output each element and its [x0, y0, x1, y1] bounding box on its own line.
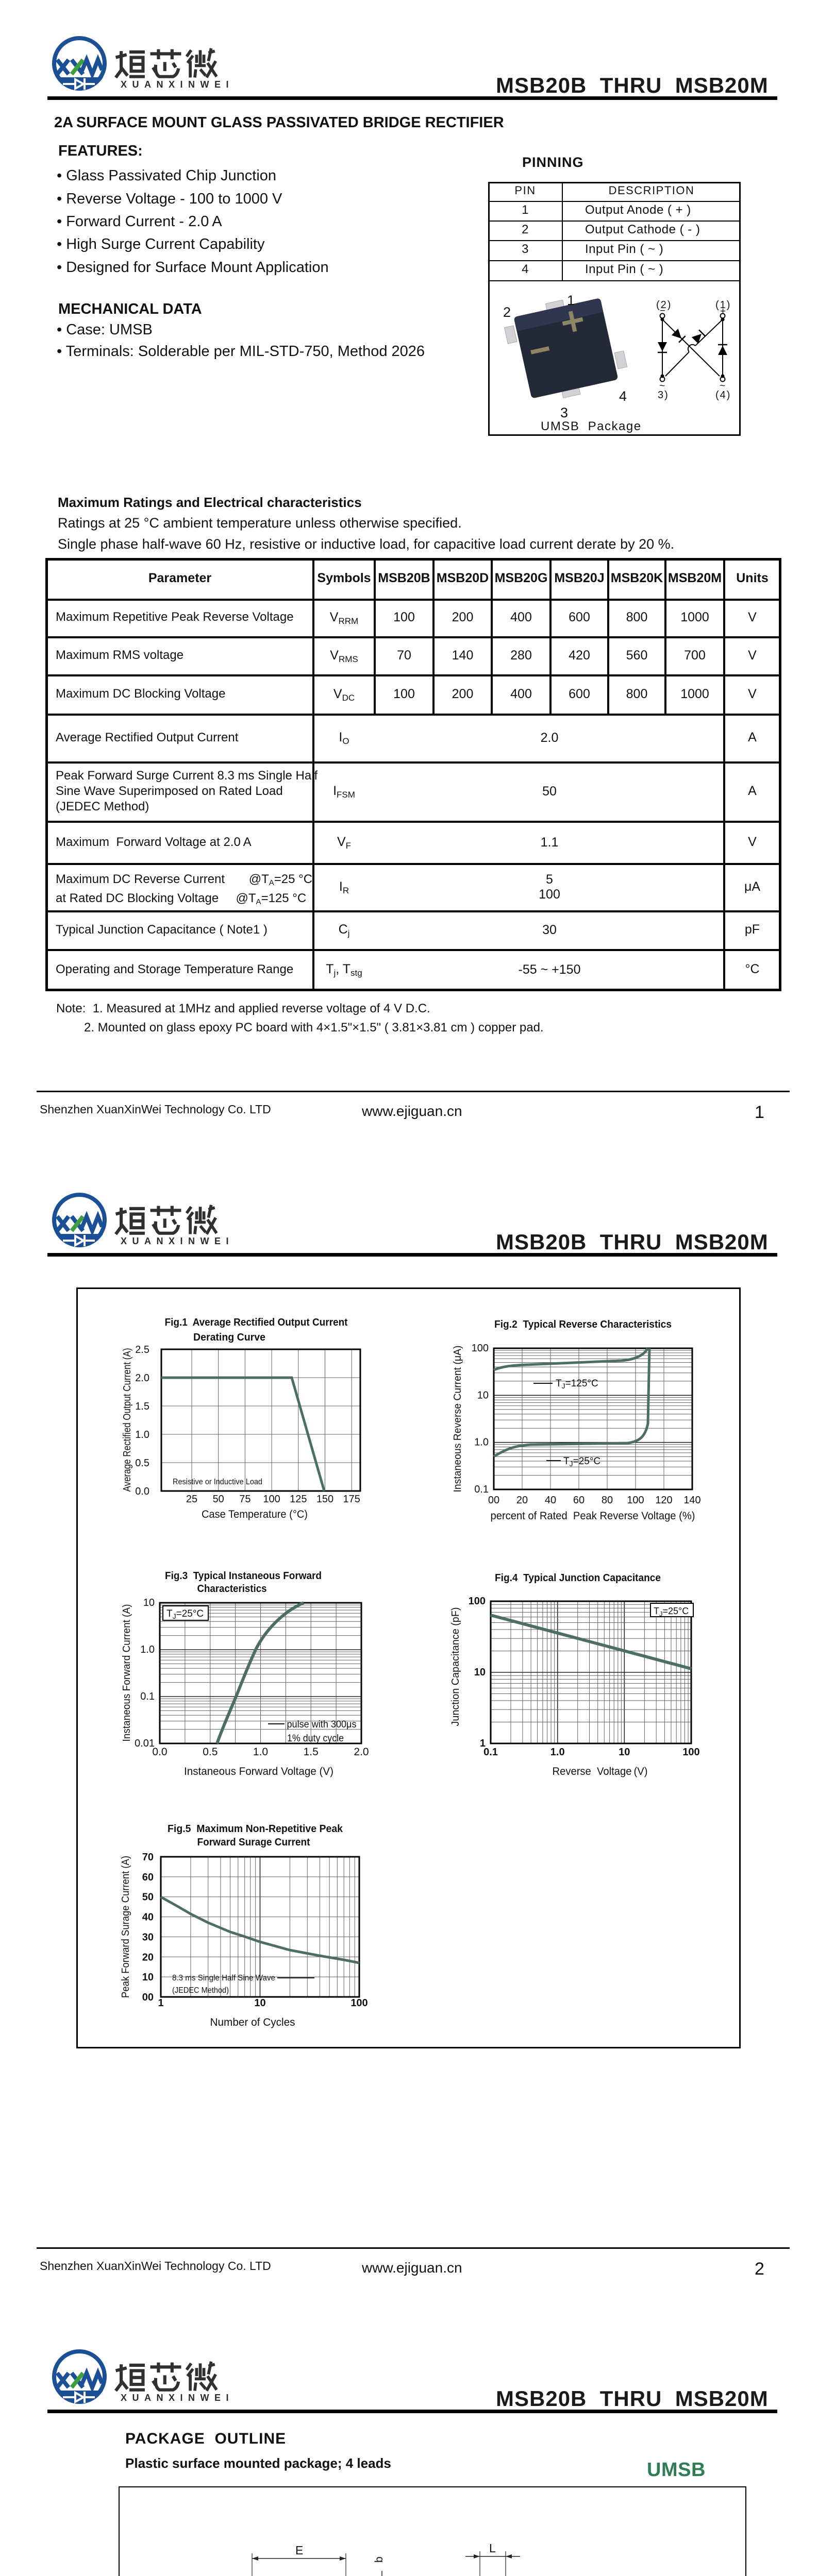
svg-text:(2): (2): [656, 299, 672, 311]
svg-text:(4): (4): [715, 389, 731, 401]
svg-text:150: 150: [316, 1494, 333, 1505]
svg-text:E: E: [295, 2544, 303, 2557]
svg-text:20: 20: [516, 1495, 528, 1506]
svg-text:1: 1: [480, 1738, 486, 1749]
svg-text:8.3 ms Single Half Sine Wave: 8.3 ms Single Half Sine Wave: [172, 1974, 275, 1982]
svg-text:L: L: [489, 2541, 496, 2555]
svg-text:100: 100: [682, 1747, 699, 1758]
svg-text:75: 75: [239, 1494, 251, 1505]
svg-text:Fig.3 Typical Instaneous Forw: Fig.3 Typical Instaneous Forward: [165, 1570, 322, 1582]
svg-text:40: 40: [142, 1912, 154, 1923]
svg-text:(JEDEC Method): (JEDEC Method): [172, 1986, 229, 1995]
svg-text:1: 1: [567, 293, 575, 308]
svg-text:3): 3): [658, 389, 669, 401]
svg-text:10: 10: [474, 1667, 486, 1678]
svg-text:4: 4: [619, 388, 627, 404]
svg-text:60: 60: [142, 1872, 154, 1883]
svg-text:50: 50: [213, 1494, 224, 1505]
svg-text:00: 00: [142, 1992, 154, 2003]
svg-text:Derating Curve: Derating Curve: [193, 1332, 265, 1343]
svg-text:0.0: 0.0: [135, 1486, 149, 1497]
svg-text:120: 120: [655, 1495, 672, 1506]
svg-text:pulse with 300μs: pulse with 300μs: [287, 1719, 357, 1730]
svg-text:b: b: [373, 2556, 385, 2563]
svg-text:Resistive or Inductive Load: Resistive or Inductive Load: [173, 1478, 262, 1486]
svg-text:140: 140: [683, 1495, 700, 1506]
svg-text:1.0: 1.0: [474, 1437, 489, 1448]
svg-text:Peak Forward Surage Current (A: Peak Forward Surage Current (A): [120, 1856, 131, 1998]
svg-text:Instaneous Reverse Current (μA: Instaneous Reverse Current (μA): [452, 1346, 463, 1493]
svg-text:UMSB Package: UMSB Package: [541, 419, 642, 433]
svg-text:100: 100: [472, 1343, 489, 1354]
svg-text:1.5: 1.5: [304, 1746, 319, 1758]
svg-text:Fig.2 Typical Reverse Charact: Fig.2 Typical Reverse Characteristics: [494, 1319, 672, 1330]
svg-text:60: 60: [573, 1495, 585, 1506]
svg-text:10: 10: [254, 1997, 265, 2009]
svg-text:+: +: [720, 306, 726, 317]
svg-text:2.5: 2.5: [135, 1344, 149, 1355]
svg-text:0.01: 0.01: [135, 1738, 155, 1749]
svg-text:100: 100: [469, 1596, 486, 1607]
svg-text:100: 100: [627, 1495, 644, 1506]
svg-text:10: 10: [142, 1972, 154, 1983]
svg-text:10: 10: [619, 1747, 630, 1758]
svg-text:~: ~: [659, 381, 665, 392]
svg-text:25: 25: [186, 1494, 197, 1505]
svg-text:1.0: 1.0: [140, 1644, 155, 1655]
svg-text:~: ~: [720, 381, 725, 392]
svg-text:Junction Capacitance (pF): Junction Capacitance (pF): [450, 1607, 461, 1726]
svg-text:Fig.4 Typical Junction Capaci: Fig.4 Typical Junction Capacitance: [495, 1572, 661, 1584]
svg-text:70: 70: [142, 1852, 154, 1863]
svg-text:100: 100: [263, 1494, 280, 1505]
svg-text:1.5: 1.5: [135, 1401, 149, 1412]
svg-text:0.1: 0.1: [140, 1691, 155, 1702]
svg-text:(1): (1): [715, 299, 731, 311]
svg-text:Fig.5 Maximum Non-Repetitive: Fig.5 Maximum Non-Repetitive Peak: [168, 1823, 343, 1835]
svg-text:125: 125: [290, 1494, 307, 1505]
svg-text:30: 30: [142, 1931, 154, 1943]
svg-text:Forward Surage Current: Forward Surage Current: [197, 1837, 310, 1848]
svg-text:1% duty cycle: 1% duty cycle: [287, 1733, 344, 1744]
svg-text:80: 80: [602, 1495, 613, 1506]
svg-text:175: 175: [343, 1494, 360, 1505]
svg-text:2.0: 2.0: [135, 1372, 149, 1384]
svg-text:1.0: 1.0: [253, 1746, 268, 1758]
svg-text:percent of Rated Peak Reverse: percent of Rated Peak Reverse Voltage (%…: [491, 1510, 695, 1522]
svg-text:10: 10: [477, 1389, 489, 1401]
svg-text:Average Rectified Output Curre: Average Rectified Output Current (A): [122, 1348, 133, 1492]
svg-text:0.0: 0.0: [152, 1746, 167, 1758]
svg-text:00: 00: [488, 1495, 499, 1506]
svg-text:Characteristics: Characteristics: [197, 1583, 267, 1595]
svg-text:Reverse Voltage (V): Reverse Voltage (V): [553, 1766, 648, 1777]
svg-text:3: 3: [560, 405, 568, 420]
svg-text:0.5: 0.5: [203, 1746, 218, 1758]
svg-text:0.1: 0.1: [483, 1747, 498, 1758]
svg-text:0.5: 0.5: [135, 1458, 149, 1469]
svg-text:50: 50: [142, 1892, 154, 1903]
svg-text:10: 10: [143, 1597, 155, 1608]
svg-text:2.0: 2.0: [354, 1746, 369, 1758]
svg-text:−: −: [660, 306, 665, 316]
svg-text:1: 1: [158, 1997, 163, 2009]
svg-text:Instaneous Forward Current (A): Instaneous Forward Current (A): [121, 1604, 132, 1742]
svg-text:Instaneous Forward Voltage (V): Instaneous Forward Voltage (V): [184, 1766, 333, 1777]
svg-text:20: 20: [142, 1952, 154, 1963]
svg-text:TJ=25°C: TJ=25°C: [166, 1608, 204, 1620]
svg-text:TJ=125°C: TJ=125°C: [556, 1378, 598, 1390]
svg-text:Number of Cycles: Number of Cycles: [210, 2016, 295, 2028]
svg-text:2: 2: [503, 304, 511, 320]
svg-text:Fig.1 Average Rectified Outpu: Fig.1 Average Rectified Output Current: [165, 1317, 348, 1328]
svg-text:1.0: 1.0: [135, 1429, 149, 1440]
svg-text:1.0: 1.0: [550, 1747, 565, 1758]
svg-text:100: 100: [350, 1997, 368, 2009]
svg-text:TJ=25°C: TJ=25°C: [563, 1456, 600, 1468]
svg-text:0.1: 0.1: [474, 1484, 489, 1495]
svg-text:TJ=25°C: TJ=25°C: [654, 1606, 689, 1618]
svg-text:Case Temperature (°C): Case Temperature (°C): [202, 1509, 308, 1520]
svg-text:40: 40: [545, 1495, 556, 1506]
